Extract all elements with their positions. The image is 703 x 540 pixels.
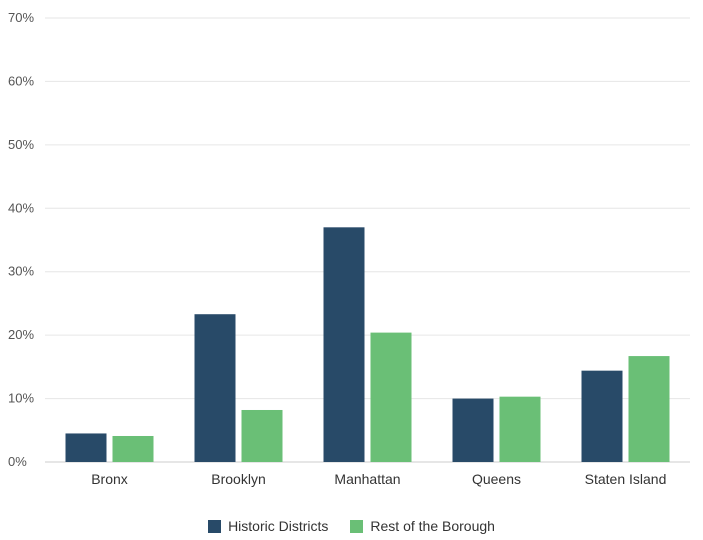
legend-label-rest-of-the-borough: Rest of the Borough [370, 518, 495, 534]
bar-historic-districts-brooklyn[interactable] [194, 314, 236, 462]
y-tick-label: 40% [8, 200, 34, 215]
bar-rest-of-the-borough-manhattan[interactable] [370, 332, 412, 462]
bar-chart: 0% 10% 20% 30% 40% 50% 60% 70% Bronx Brooklyn Man… [8, 10, 690, 487]
x-axis-category-labels: Bronx Brooklyn Manhattan Queens Staten Islan… [91, 471, 666, 487]
bars [65, 227, 670, 462]
y-tick-label: 10% [8, 391, 34, 406]
x-category-label: Queens [472, 471, 521, 487]
bar-rest-of-the-borough-staten-island[interactable] [628, 356, 670, 462]
y-tick-label: 70% [8, 10, 34, 25]
legend-item-historic-districts[interactable]: Historic Districts [208, 518, 328, 534]
y-axis-tick-labels: 0% 10% 20% 30% 40% 50% 60% 70% [8, 10, 34, 469]
bar-rest-of-the-borough-bronx[interactable] [112, 435, 154, 462]
legend-label-historic-districts: Historic Districts [228, 518, 329, 534]
legend-item-rest-of-the-borough[interactable]: Rest of the Borough [350, 518, 495, 534]
y-tick-label: 30% [8, 264, 34, 279]
x-category-label: Brooklyn [211, 471, 265, 487]
y-tick-label: 20% [8, 327, 34, 342]
bar-historic-districts-staten-island[interactable] [581, 370, 623, 462]
bar-historic-districts-queens[interactable] [452, 398, 494, 462]
bar-rest-of-the-borough-queens[interactable] [499, 396, 541, 462]
bar-historic-districts-bronx[interactable] [65, 433, 107, 462]
legend-swatch-historic-districts [208, 519, 222, 533]
y-tick-label: 50% [8, 137, 34, 152]
x-category-label: Manhattan [334, 471, 400, 487]
y-tick-label: 0% [8, 454, 27, 469]
y-tick-label: 60% [8, 73, 34, 88]
x-category-label: Bronx [91, 471, 128, 487]
legend-swatch-rest-of-the-borough [350, 519, 364, 533]
x-category-label: Staten Island [585, 471, 667, 487]
bar-rest-of-the-borough-brooklyn[interactable] [241, 409, 283, 462]
gridlines [45, 17, 690, 463]
legend: Historic Districts Rest of the Borough [0, 518, 703, 534]
bar-historic-districts-manhattan[interactable] [323, 227, 365, 462]
